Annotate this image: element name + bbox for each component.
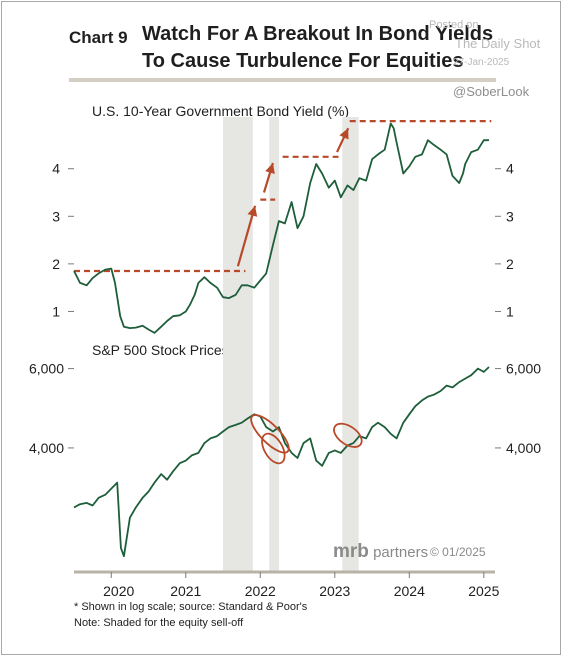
sp500-y-tick-left-6000: 6,000 — [29, 361, 64, 377]
watermark-source: The Daily Shot — [455, 36, 541, 51]
shaded-period-3 — [342, 117, 359, 571]
yield-y-tick-right-2: 2 — [506, 256, 514, 272]
breakout-arrow-1 — [236, 205, 257, 267]
chart-number: Chart 9 — [69, 28, 128, 47]
sp500-panel-title: S&P 500 Stock Prices* — [92, 342, 235, 358]
yield-y-tick-left-4: 4 — [52, 161, 60, 177]
x-tick-label-2023: 2023 — [319, 583, 350, 599]
axis-ticks: 2020 2021 2022 2023 2024 2025 1 1 2 2 3 3 4 4 4,000 4,0… — [29, 161, 541, 599]
chart-title-line-2: To Cause Turbulence For Equities — [142, 50, 464, 72]
brand-logo: mrb partners — [333, 541, 428, 562]
title-rule — [69, 78, 496, 82]
yield-y-tick-right-4: 4 — [506, 161, 514, 177]
sp500-y-tick-right-6000: 6,000 — [506, 361, 541, 377]
yield-panel-title: U.S. 10-Year Government Bond Yield (%) — [92, 103, 350, 119]
yield-y-tick-left-3: 3 — [52, 208, 60, 224]
breakout-arrow-head-2 — [265, 163, 275, 175]
sell-off-highlight-3 — [333, 422, 363, 448]
breakout-arrow-head-3 — [339, 128, 349, 140]
sp500-series-line — [73, 366, 490, 558]
chart-title-line-1: Watch For A Breakout In Bond Yields — [142, 23, 494, 45]
shaded-period-1 — [223, 117, 253, 571]
x-tick-label-2022: 2022 — [245, 583, 276, 599]
footnote-shading: Note: Shaded for the equity sell-off — [74, 617, 244, 629]
sp500-y-tick-right-4000: 4,000 — [506, 440, 541, 456]
x-tick-label-2025: 2025 — [468, 583, 499, 599]
yield-series-line — [73, 122, 489, 334]
breakout-arrow-head-1 — [247, 205, 258, 217]
sp500-y-tick-left-4000: 4,000 — [29, 440, 64, 456]
shaded-periods — [223, 117, 359, 571]
sell-off-highlight-1 — [250, 414, 290, 454]
yield-y-tick-left-1: 1 — [52, 303, 60, 319]
series-lines — [73, 122, 490, 558]
watermark-posted-on: Posted on — [429, 19, 479, 31]
x-tick-label-2021: 2021 — [170, 583, 201, 599]
footnote-source: * Shown in log scale; source: Standard &… — [74, 601, 308, 613]
watermark-date: 27-Jan-2025 — [453, 57, 510, 68]
breakout-levels — [74, 120, 492, 273]
x-tick-label-2020: 2020 — [103, 583, 134, 599]
sell-off-highlight-2 — [261, 432, 286, 465]
yield-y-tick-left-2: 2 — [52, 256, 60, 272]
yield-y-tick-right-1: 1 — [506, 303, 514, 319]
shaded-period-2 — [269, 117, 279, 571]
breakout-arrows — [236, 127, 350, 267]
brand-date: © 01/2025 — [430, 545, 486, 559]
sell-off-highlights — [250, 414, 363, 465]
watermark-handle: @SoberLook — [453, 84, 530, 99]
x-tick-label-2024: 2024 — [394, 583, 425, 599]
yield-y-tick-right-3: 3 — [506, 208, 514, 224]
